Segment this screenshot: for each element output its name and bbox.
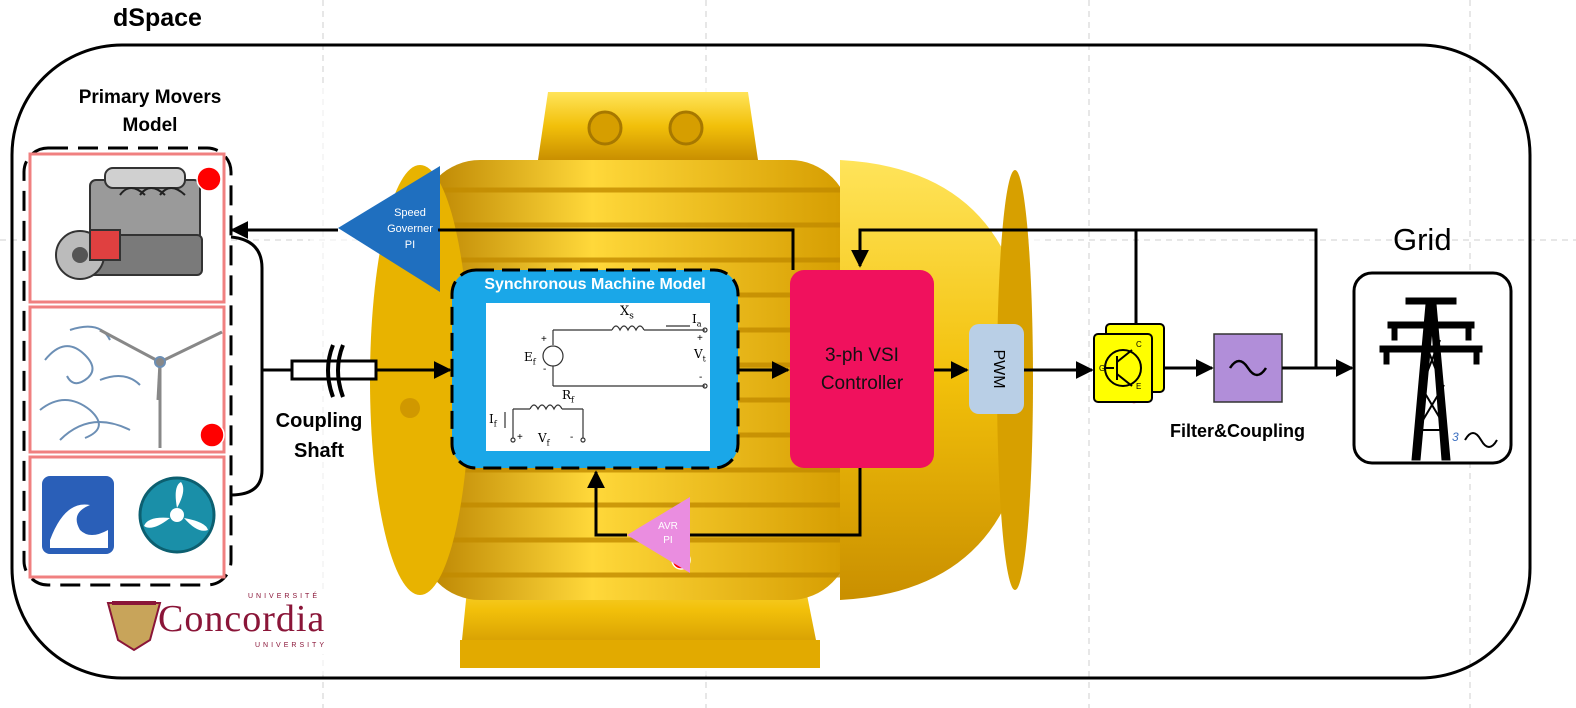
- vsi-label-line1: 3-ph VSI: [825, 345, 899, 366]
- coupling-shaft-icon: [262, 344, 378, 398]
- ac-wave-icon: [1464, 432, 1498, 448]
- vsi-label-line2: Controller: [820, 373, 904, 394]
- igbt-e-label: E: [1136, 382, 1142, 391]
- marine-propeller-icon: [138, 476, 216, 554]
- sync-machine-title: Synchronous Machine Model: [484, 276, 706, 293]
- logo-main-text: Concordia: [158, 598, 326, 640]
- avr-label: AVR PI: [650, 520, 686, 548]
- speed-governor-line3: PI: [404, 239, 416, 251]
- vsi-label: 3-ph VSI Controller: [790, 342, 934, 398]
- sync-machine-circuit-panel: [486, 303, 710, 451]
- ia-label: Ia: [692, 312, 702, 329]
- concordia-logo: [100, 590, 382, 654]
- xs-label: Xs: [620, 304, 634, 322]
- grid-label: Grid: [1393, 222, 1452, 257]
- coupling-shaft-line1: Coupling: [275, 410, 363, 432]
- avr-label-line1: AVR: [658, 521, 678, 532]
- primary-movers-label: Primary Movers Model: [60, 84, 240, 140]
- avr-label-line2: PI: [663, 535, 673, 546]
- sync-machine-circuit: [504, 325, 708, 443]
- vf-plus: +: [517, 432, 523, 443]
- transmission-tower-icon: [1379, 297, 1483, 461]
- hydro-wave-icon: [42, 476, 114, 554]
- vt-label: Vt: [694, 347, 706, 364]
- igbt-g-label: G: [1099, 364, 1106, 373]
- rf-label: Rf: [562, 388, 575, 405]
- wind-turbine-icon: [39, 325, 223, 448]
- igbt-c-label: C: [1136, 340, 1142, 349]
- logo-bottom-text: UNIVERSITY: [255, 642, 328, 649]
- grid-block[interactable]: [1352, 271, 1513, 465]
- speed-governor-label: Speed Governer PI: [378, 205, 442, 253]
- page-title: dSpace: [113, 4, 202, 32]
- dspace-frame: [10, 43, 1532, 680]
- pwm-label: PWM: [990, 349, 1007, 389]
- vt-plus: +: [697, 333, 703, 344]
- speed-governor-line2: Governer: [387, 223, 433, 235]
- primary-movers-label-line1: Primary Movers: [78, 87, 222, 108]
- logo-top-text: UNIVERSITÉ: [248, 593, 321, 600]
- primary-movers-label-line2: Model: [122, 115, 178, 136]
- vsi-controller-block[interactable]: [790, 270, 934, 468]
- pwm-block[interactable]: [969, 324, 1024, 414]
- coupling-shaft-line2: Shaft: [294, 440, 344, 462]
- igbt-switch-icon[interactable]: [1093, 323, 1165, 403]
- coupling-shaft-label: Coupling Shaft: [264, 406, 374, 466]
- filter-block[interactable]: [1213, 333, 1283, 403]
- ef-minus: -: [543, 364, 547, 375]
- engine-icon: [55, 167, 203, 280]
- vf-minus: -: [570, 432, 574, 443]
- speed-governor-block[interactable]: [338, 166, 440, 292]
- vt-minus: -: [699, 372, 703, 383]
- speed-governor-line1: Speed: [394, 207, 426, 219]
- prime-mover-bracket: [230, 235, 264, 497]
- vf-label: Vf: [538, 431, 550, 448]
- wind-panel: [28, 305, 226, 454]
- connection-lines: [230, 221, 1354, 537]
- ef-label: Ef: [524, 350, 536, 367]
- filter-coupling-label: Filter&Coupling: [1170, 421, 1305, 441]
- if-label: If: [489, 412, 497, 429]
- avr-block[interactable]: [627, 497, 690, 573]
- grid-phase-label: 3: [1452, 430, 1459, 444]
- ef-plus: +: [541, 334, 547, 345]
